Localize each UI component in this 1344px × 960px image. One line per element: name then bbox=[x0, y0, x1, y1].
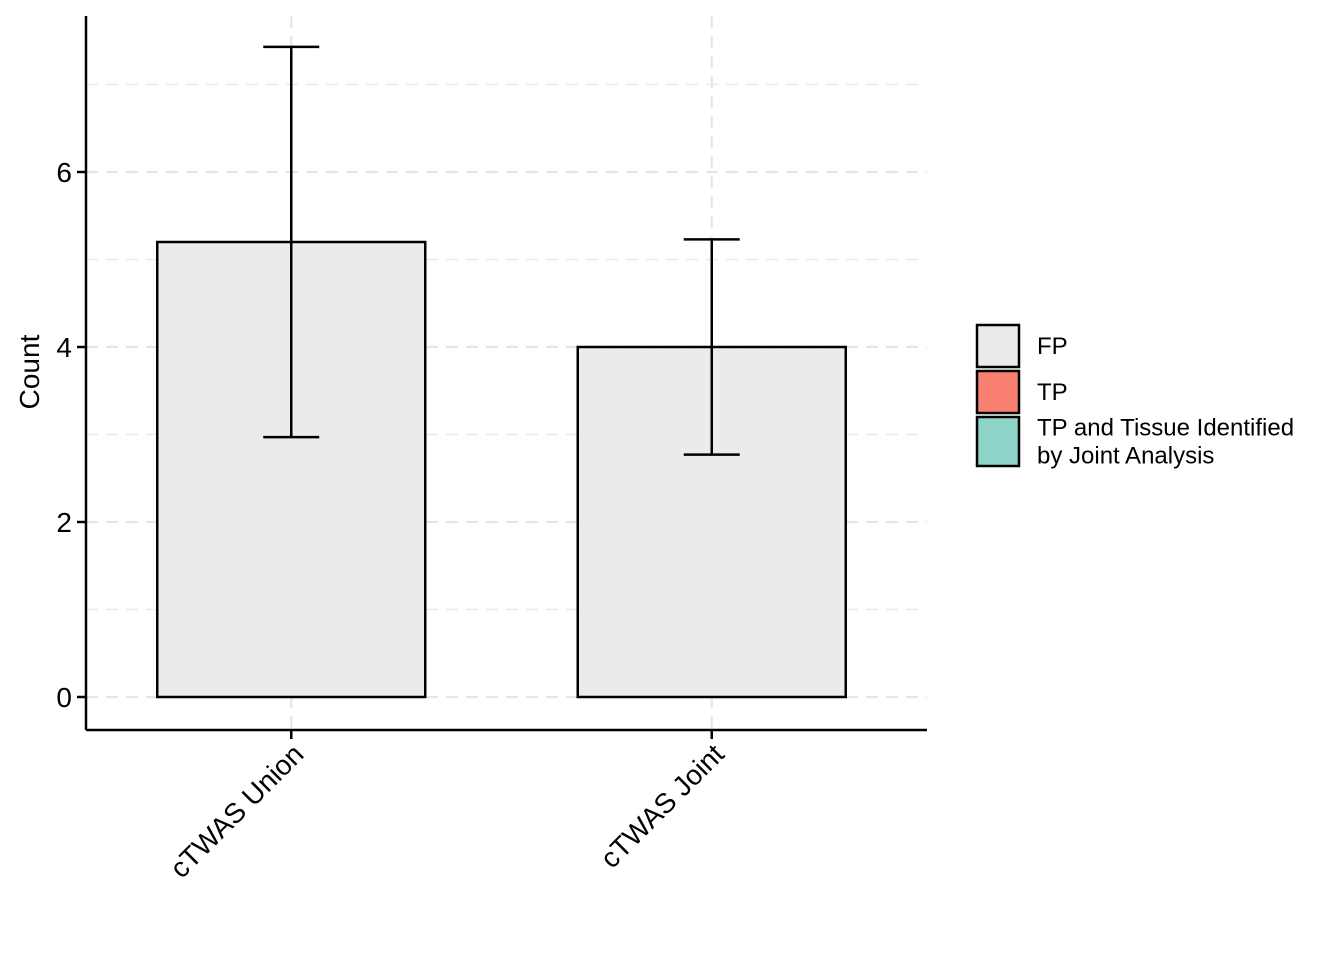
legend-label: TP bbox=[1037, 379, 1068, 406]
axes bbox=[84, 16, 927, 732]
bars bbox=[156, 240, 847, 699]
legend-key bbox=[975, 369, 1021, 415]
x-tick-label: cTWAS Joint bbox=[594, 738, 730, 874]
y-tick-label: 2 bbox=[56, 507, 72, 538]
y-tick-label: 0 bbox=[56, 682, 72, 713]
y-tick-label: 6 bbox=[56, 157, 72, 188]
legend-label: TP and Tissue Identified bbox=[1037, 415, 1294, 442]
y-tick-label: 4 bbox=[56, 332, 72, 363]
legend-key bbox=[975, 323, 1021, 369]
error-bars bbox=[263, 45, 740, 456]
legend-key bbox=[975, 415, 1021, 468]
legend-label: by Joint Analysis bbox=[1037, 443, 1214, 470]
legend-label: FP bbox=[1037, 333, 1068, 360]
y-axis-title: Count bbox=[14, 334, 45, 409]
x-tick-label: cTWAS Union bbox=[164, 738, 310, 884]
